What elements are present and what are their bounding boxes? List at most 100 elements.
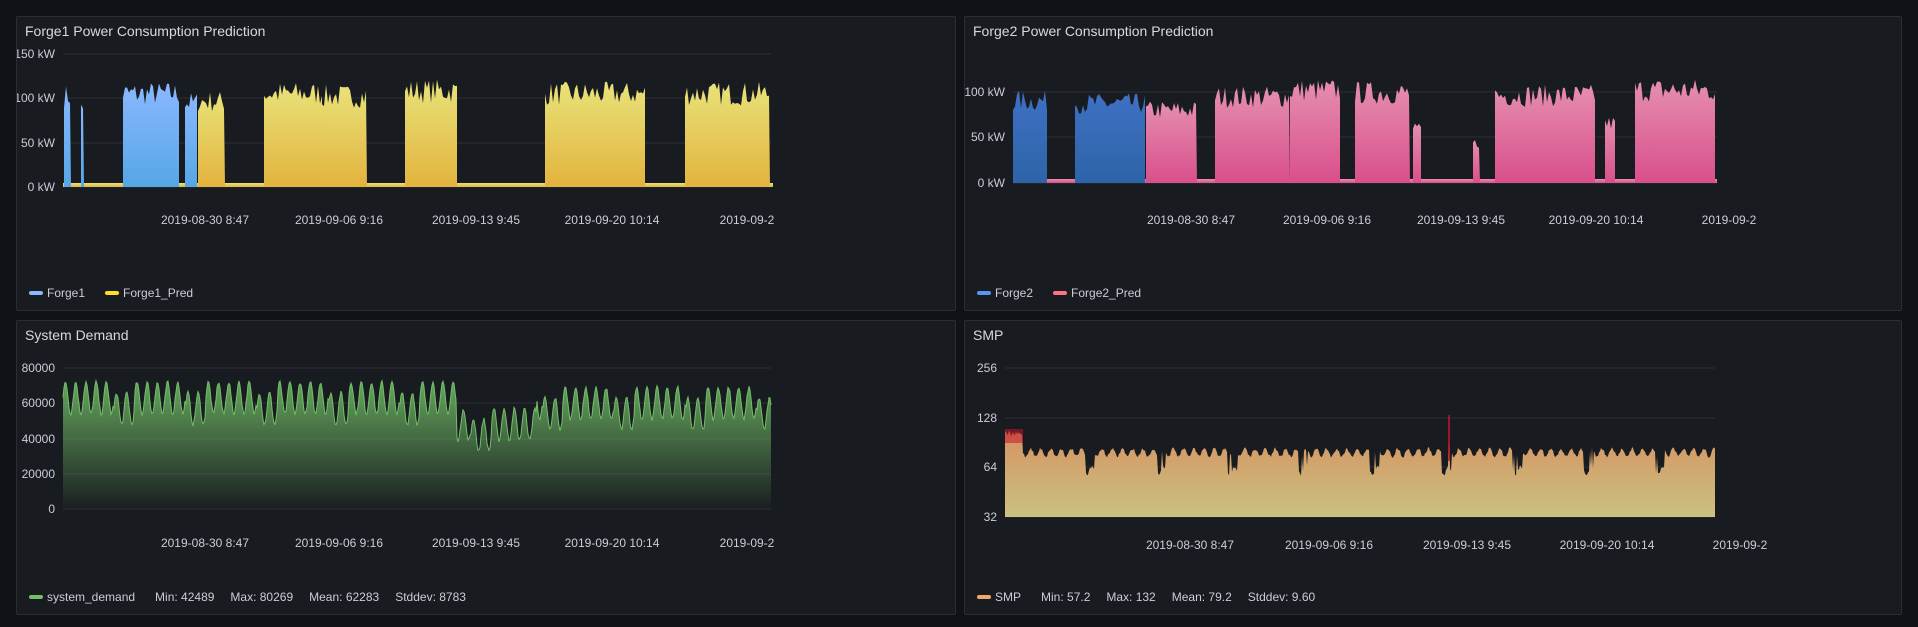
stat-mean: Mean: 79.2 [1171, 590, 1232, 604]
x-tick-label: 2019-09-13 9:45 [432, 536, 520, 550]
legend-label: Forge1_Pred [123, 286, 194, 300]
y-tick-label: 256 [977, 361, 997, 375]
x-tick-label: 2019-09-2 [720, 213, 775, 227]
forge1-pred-series [405, 79, 457, 187]
legend: Forge1 Forge1_Pred [29, 286, 207, 300]
x-tick-label: 2019-09-13 9:45 [1417, 213, 1505, 227]
forge2-pred-series [1635, 79, 1715, 183]
y-tick-label: 50 kW [971, 130, 1006, 144]
x-tick-label: 2019-09-06 9:16 [295, 536, 383, 550]
y-tick-label: 64 [984, 460, 998, 474]
legend-item-system-demand[interactable]: system_demand [29, 590, 135, 604]
x-tick-label: 2019-09-13 9:45 [1423, 538, 1511, 552]
panel-forge2: Forge2 Power Consumption Prediction 100 … [964, 16, 1902, 311]
forge2-series [1075, 93, 1145, 183]
legend-label: Forge1 [47, 286, 86, 300]
y-tick-label: 60000 [22, 396, 56, 410]
forge2-pred-series [1355, 82, 1410, 183]
x-tick-label: 2019-09-06 9:16 [1283, 213, 1371, 227]
forge2-pred-series [1413, 123, 1421, 183]
stat-min: Min: 42489 [155, 590, 215, 604]
x-tick-label: 2019-08-30 8:47 [1147, 213, 1235, 227]
x-tick-label: 2019-09-13 9:45 [432, 213, 520, 227]
forge2-pred-series [1605, 117, 1615, 183]
y-tick-label: 80000 [22, 361, 56, 375]
x-tick-label: 2019-08-30 8:47 [161, 536, 249, 550]
forge1-pred-series [264, 83, 322, 187]
panel-title[interactable]: Forge1 Power Consumption Prediction [25, 23, 266, 39]
forge1-plot[interactable]: 150 kW 100 kW 50 kW 0 kW 2019-08-30 8:47 2019… [17, 17, 957, 312]
system-demand-area [63, 380, 771, 509]
legend-item-forge2-pred[interactable]: Forge2_Pred [1053, 286, 1141, 300]
forge2-pred-series [1146, 101, 1197, 183]
x-tick-label: 2019-09-2 [1702, 213, 1757, 227]
forge1-series [64, 86, 71, 187]
legend-label: Forge2_Pred [1071, 286, 1142, 300]
forge1-pred-series [545, 81, 645, 187]
legend-label: Forge2 [995, 286, 1034, 300]
forge2-pred-series [1495, 84, 1595, 183]
legend: SMP Min: 57.2 Max: 132 Mean: 79.2 Stddev… [977, 590, 1325, 604]
forge1-series [123, 83, 179, 187]
forge2-pred-series [1290, 80, 1340, 183]
x-tick-label: 2019-09-20 10:14 [565, 213, 660, 227]
forge1-series [81, 104, 84, 187]
panel-smp: SMP 256 128 64 32 2019-08-30 8:47 2019-09-06 … [964, 320, 1902, 615]
forge1-pred-series [322, 84, 367, 187]
stat-stddev: Stddev: 8783 [395, 590, 466, 604]
x-tick-label: 2019-08-30 8:47 [161, 213, 249, 227]
forge1-pred-series [198, 92, 225, 187]
forge2-pred-series [1215, 86, 1290, 183]
legend-swatch [29, 291, 43, 295]
legend-item-forge2[interactable]: Forge2 [977, 286, 1033, 300]
y-tick-label: 0 kW [978, 176, 1006, 190]
y-tick-label: 20000 [22, 467, 56, 481]
smp-area [1005, 415, 1715, 517]
legend: Forge2 Forge2_Pred [977, 286, 1155, 300]
forge2-pred-series [1473, 140, 1480, 183]
y-tick-label: 150 kW [17, 47, 56, 61]
y-tick-label: 100 kW [965, 85, 1006, 99]
panel-title[interactable]: System Demand [25, 327, 129, 343]
system-demand-plot[interactable]: 80000 60000 40000 20000 0 2019-08-30 8:47 2019… [17, 321, 957, 616]
y-tick-label: 40000 [22, 432, 56, 446]
y-tick-label: 0 kW [28, 180, 56, 194]
forge2-series [1013, 90, 1047, 183]
x-tick-label: 2019-09-06 9:16 [1285, 538, 1373, 552]
legend-swatch [105, 291, 120, 295]
system-demand-line [62, 378, 772, 452]
y-tick-label: 50 kW [21, 136, 56, 150]
stat-stddev: Stddev: 9.60 [1247, 590, 1316, 604]
stat-max: Max: 80269 [230, 590, 294, 604]
smp-high-start [1005, 429, 1023, 443]
x-tick-label: 2019-09-20 10:14 [1549, 213, 1644, 227]
forge1-series [185, 93, 197, 187]
forge2-plot[interactable]: 100 kW 50 kW 0 kW 2019-08-30 8:47 2019-09-06… [965, 17, 1903, 312]
forge1-pred-series [685, 81, 770, 187]
legend-swatch [29, 595, 43, 599]
x-tick-label: 2019-09-2 [1713, 538, 1768, 552]
x-tick-label: 2019-09-06 9:16 [295, 213, 383, 227]
y-tick-label: 100 kW [17, 91, 56, 105]
legend-swatch [977, 595, 991, 599]
stat-min: Min: 57.2 [1041, 590, 1091, 604]
legend-swatch [977, 291, 991, 295]
panel-title[interactable]: SMP [973, 327, 1004, 343]
stat-mean: Mean: 62283 [309, 590, 380, 604]
legend-label: system_demand [47, 590, 136, 604]
stat-max: Max: 132 [1106, 590, 1156, 604]
smp-plot[interactable]: 256 128 64 32 2019-08-30 8:47 2019-09-06 9:16… [965, 321, 1903, 616]
x-tick-label: 2019-09-2 [720, 536, 775, 550]
x-tick-label: 2019-09-20 10:14 [565, 536, 660, 550]
y-tick-label: 32 [984, 510, 998, 524]
y-tick-label: 0 [48, 502, 55, 516]
panel-system-demand: System Demand 80000 60000 40000 20000 0 2019-… [16, 320, 956, 615]
legend-swatch [1053, 291, 1068, 295]
legend-item-smp[interactable]: SMP [977, 590, 1021, 604]
legend-item-forge1-pred[interactable]: Forge1_Pred [105, 286, 193, 300]
legend: system_demand Min: 42489 Max: 80269 Mean… [29, 590, 476, 604]
panel-title[interactable]: Forge2 Power Consumption Prediction [973, 23, 1214, 39]
x-tick-label: 2019-09-20 10:14 [1560, 538, 1655, 552]
legend-item-forge1[interactable]: Forge1 [29, 286, 85, 300]
x-tick-label: 2019-08-30 8:47 [1146, 538, 1234, 552]
